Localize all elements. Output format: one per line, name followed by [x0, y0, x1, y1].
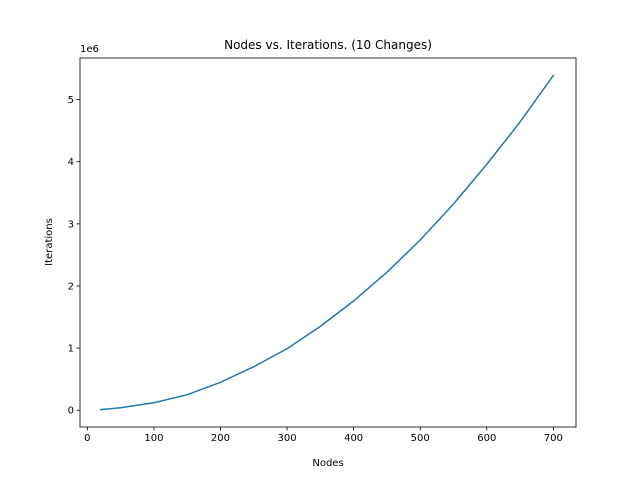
x-tick-label: 0 [84, 433, 90, 444]
x-tick-label: 700 [544, 433, 563, 444]
x-tick-label: 200 [211, 433, 230, 444]
x-tick-label: 100 [144, 433, 163, 444]
x-tick-label: 300 [278, 433, 297, 444]
y-offset-label: 1e6 [80, 44, 99, 55]
plot-area: 0 100 200 300 400 500 600 700 0 1 2 3 4 5 [68, 57, 577, 444]
chart-title: Nodes vs. Iterations. (10 Changes) [224, 38, 432, 52]
axes-frame [79, 57, 577, 428]
x-tick-label: 600 [477, 433, 496, 444]
y-tick-label: 2 [68, 281, 74, 292]
x-tick-label: 500 [411, 433, 430, 444]
x-tick-label: 400 [344, 433, 363, 444]
y-tick-label: 3 [68, 219, 74, 230]
y-tick-label: 0 [68, 406, 74, 417]
x-axis-label: Nodes [312, 458, 343, 469]
series-line-0 [99, 74, 555, 411]
y-axis-label: Iterations [44, 218, 55, 266]
y-tick-label: 4 [68, 157, 74, 168]
y-tick-label: 5 [68, 95, 74, 106]
y-tick-label: 1 [68, 344, 74, 355]
